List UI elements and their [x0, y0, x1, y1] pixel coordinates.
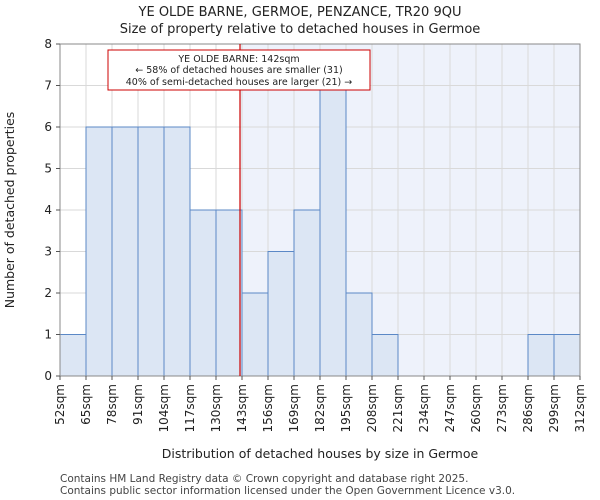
x-tick-label: 52sqm — [53, 384, 67, 425]
bar — [111, 126, 139, 377]
x-tick-label: 234sqm — [417, 384, 431, 432]
annotation-line-1: YE OLDE BARNE: 142sqm — [177, 54, 299, 65]
y-tick-label: 3 — [44, 245, 52, 259]
bar — [267, 251, 295, 377]
x-tick-label: 221sqm — [391, 384, 405, 432]
chart-subtitle: Size of property relative to detached ho… — [119, 22, 481, 37]
x-tick-label: 182sqm — [313, 384, 327, 432]
x-tick-label: 312sqm — [573, 384, 587, 432]
y-tick-label: 7 — [44, 79, 52, 93]
y-tick-label: 8 — [44, 37, 52, 51]
y-tick-label: 6 — [44, 120, 52, 134]
x-tick-label: 260sqm — [469, 384, 483, 432]
bar — [553, 334, 581, 377]
x-tick-label: 273sqm — [495, 384, 509, 432]
bar — [59, 334, 87, 377]
x-tick-label: 156sqm — [261, 384, 275, 432]
footer-line-1: Contains HM Land Registry data © Crown c… — [60, 473, 469, 485]
annotation-line-2: ← 58% of detached houses are smaller (31… — [135, 65, 342, 76]
x-tick-label: 247sqm — [443, 384, 457, 432]
bar — [241, 292, 269, 377]
x-tick-label: 91sqm — [131, 384, 145, 425]
footer-line-2: Contains public sector information licen… — [60, 485, 516, 497]
x-tick-label: 286sqm — [521, 384, 535, 432]
y-axis-label: Number of detached properties — [2, 112, 17, 309]
x-tick-label: 65sqm — [79, 384, 93, 425]
bar — [345, 292, 373, 377]
bar — [371, 334, 399, 377]
bar — [85, 126, 113, 377]
y-tick-label: 0 — [44, 369, 52, 383]
chart-title: YE OLDE BARNE, GERMOE, PENZANCE, TR20 9Q… — [138, 5, 462, 20]
bar — [189, 209, 217, 377]
x-axis-label: Distribution of detached houses by size … — [162, 446, 479, 461]
y-tick-label: 2 — [44, 286, 52, 300]
x-tick-label: 130sqm — [209, 384, 223, 432]
x-tick-label: 195sqm — [339, 384, 353, 432]
x-tick-label: 208sqm — [365, 384, 379, 432]
y-tick-label: 5 — [44, 162, 52, 176]
annotation-box — [107, 49, 371, 91]
annotation-line-3: 40% of semi-detached houses are larger (… — [126, 77, 353, 88]
y-tick-label: 1 — [44, 328, 52, 342]
x-tick-label: 143sqm — [235, 384, 249, 432]
bar — [215, 209, 243, 377]
bar — [319, 85, 347, 377]
bar — [163, 126, 191, 377]
y-tick-label: 4 — [44, 203, 52, 217]
x-tick-label: 78sqm — [105, 384, 119, 425]
x-tick-label: 169sqm — [287, 384, 301, 432]
bar — [137, 126, 165, 377]
x-tick-label: 299sqm — [547, 384, 561, 432]
x-tick-label: 104sqm — [157, 384, 171, 432]
x-tick-label: 117sqm — [183, 384, 197, 432]
bar — [293, 209, 321, 377]
bar — [527, 334, 555, 377]
